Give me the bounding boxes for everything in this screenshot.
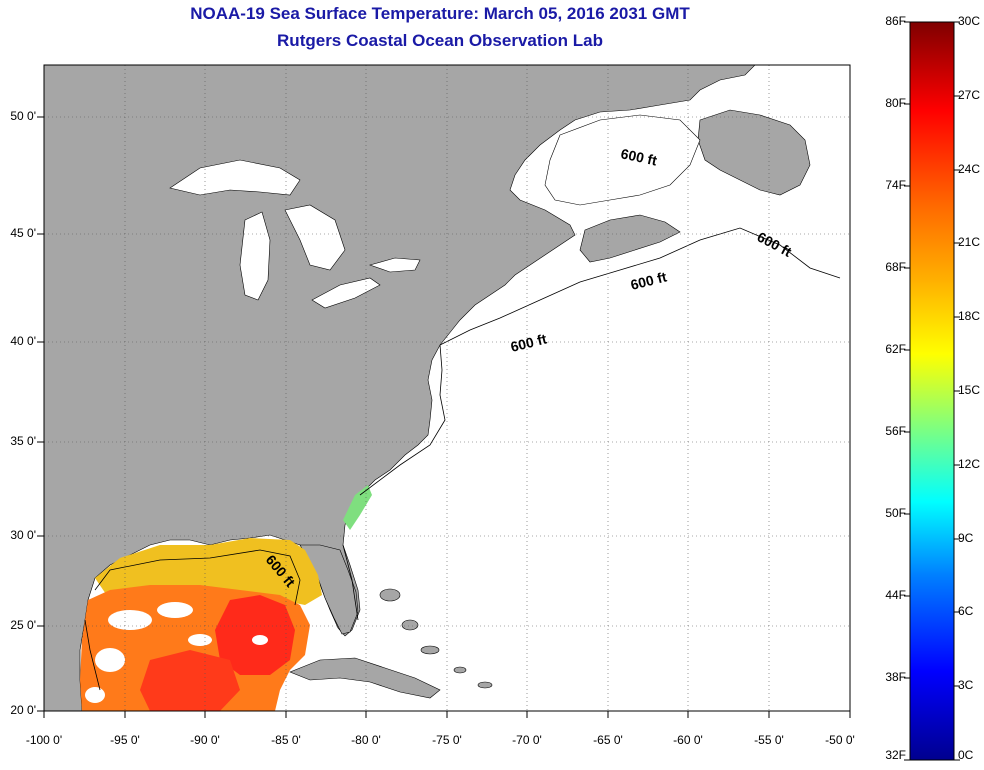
cloud-patches (85, 602, 268, 703)
depth-label-1: 600 ft (619, 145, 658, 168)
cb-f-56: 56F (885, 424, 906, 438)
lon-label-50: -50 0' (825, 733, 855, 747)
nova-scotia (579, 214, 681, 263)
lake-erie (311, 277, 381, 309)
lat-label-20: 20 0' (10, 703, 36, 717)
lat-label-25: 25 0' (10, 618, 36, 632)
lon-label-80: -80 0' (351, 733, 381, 747)
lake-michigan (239, 211, 271, 301)
isobath-600ft (84, 227, 841, 691)
axis-ticks (37, 116, 851, 718)
cb-c-30: 30C (958, 14, 981, 28)
lon-label-55: -55 0' (754, 733, 784, 747)
cb-c-18: 18C (958, 309, 981, 323)
cb-f-86: 86F (885, 14, 906, 28)
newfoundland (697, 109, 811, 196)
cuba (289, 657, 441, 699)
lat-label-45: 45 0' (10, 226, 36, 240)
lat-label-50: 50 0' (10, 109, 36, 123)
lat-label-40: 40 0' (10, 334, 36, 348)
lake-ontario (369, 257, 421, 273)
colorbar-ticks (904, 21, 960, 761)
north-america-land (44, 65, 756, 711)
cb-c-21: 21C (958, 235, 981, 249)
lon-label-100: -100 0' (25, 733, 63, 747)
cb-c-0: 0C (958, 748, 974, 762)
cb-c-6: 6C (958, 604, 974, 618)
sst-gulf-red-2 (140, 650, 240, 711)
lon-label-85: -85 0' (271, 733, 301, 747)
colorbar (909, 21, 955, 761)
sst-atlantic-strip (343, 485, 372, 530)
bahamas (379, 588, 493, 689)
cb-f-32: 32F (885, 748, 906, 762)
cb-f-80: 80F (885, 96, 906, 110)
lake-superior (169, 159, 301, 196)
map-title: NOAA-19 Sea Surface Temperature: March 0… (190, 4, 690, 23)
cb-c-9: 9C (958, 531, 974, 545)
lon-label-95: -95 0' (110, 733, 140, 747)
sst-gulf-red (215, 595, 295, 675)
lat-label-35: 35 0' (10, 434, 36, 448)
cb-f-50: 50F (885, 506, 906, 520)
cb-c-3: 3C (958, 678, 974, 692)
gulf-st-lawrence (544, 114, 701, 206)
cb-f-74: 74F (885, 178, 906, 192)
map-subtitle: Rutgers Coastal Ocean Observation Lab (277, 31, 603, 50)
lon-label-75: -75 0' (432, 733, 462, 747)
cb-f-62: 62F (885, 342, 906, 356)
cb-c-27: 27C (958, 88, 981, 102)
lon-label-70: -70 0' (512, 733, 542, 747)
lat-label-30: 30 0' (10, 528, 36, 542)
cb-c-15: 15C (958, 383, 981, 397)
lake-huron (284, 204, 346, 271)
cb-f-38: 38F (885, 670, 906, 684)
lon-label-65: -65 0' (593, 733, 623, 747)
cb-c-24: 24C (958, 162, 981, 176)
cb-f-68: 68F (885, 260, 906, 274)
lon-label-60: -60 0' (673, 733, 703, 747)
cb-f-44: 44F (885, 588, 906, 602)
cb-c-12: 12C (958, 457, 981, 471)
lon-label-90: -90 0' (190, 733, 220, 747)
